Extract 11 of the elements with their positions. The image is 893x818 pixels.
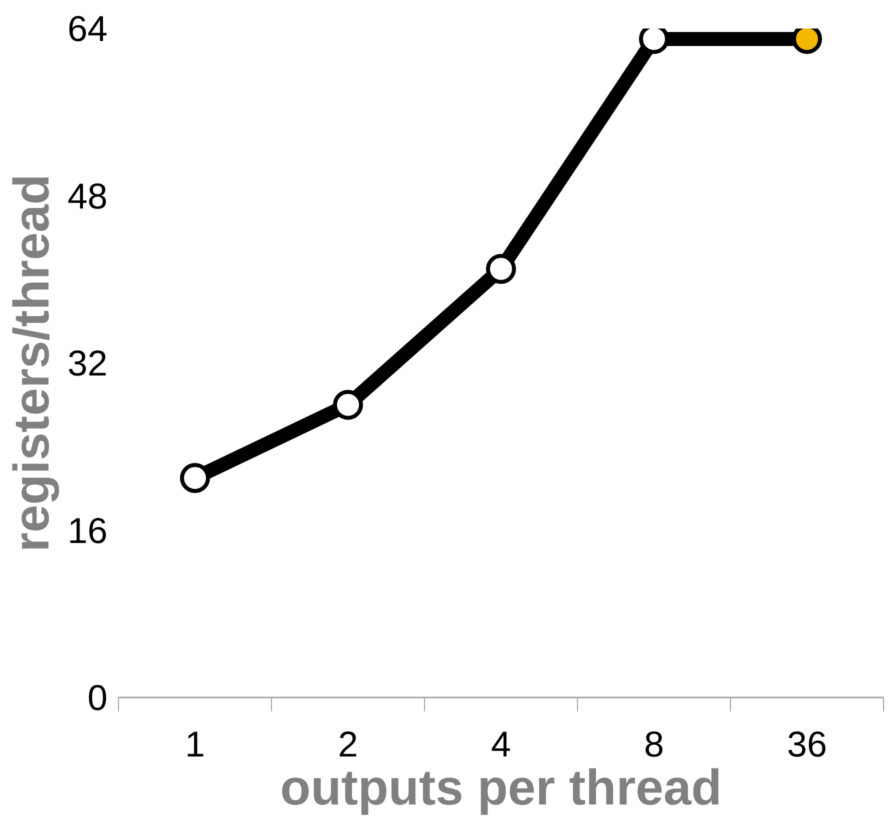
y-tick-label: 16	[67, 510, 108, 551]
y-axis-title: registers/thread	[3, 174, 60, 552]
y-tick-label: 64	[67, 8, 108, 49]
y-tick-label: 0	[87, 677, 108, 718]
y-tick-label: 48	[67, 175, 108, 216]
point	[180, 463, 210, 493]
x-tick-label: 36	[786, 724, 828, 764]
x-tick-label: 1	[184, 724, 206, 764]
point	[333, 390, 363, 420]
y-tick-label: 32	[67, 342, 108, 384]
point	[486, 254, 516, 284]
